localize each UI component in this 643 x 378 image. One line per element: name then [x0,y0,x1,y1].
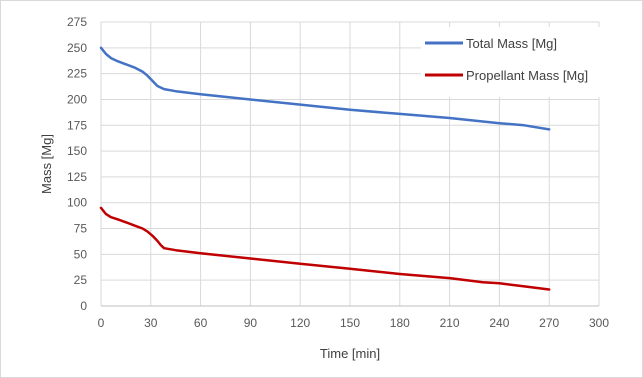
series-line-total-mass [99,46,551,131]
series-line-propellant-mass [99,206,551,291]
x-tick-label: 120 [290,316,310,330]
y-tick-label: 175 [67,118,87,132]
y-tick-label: 25 [74,273,88,287]
y-tick-label: 100 [67,196,87,210]
x-axis-title: Time [min] [320,346,380,361]
legend-label-total-mass: Total Mass [Mg] [466,36,557,51]
x-tick-label: 300 [589,316,609,330]
legend-label-propellant-mass: Propellant Mass [Mg] [466,68,588,83]
x-tick-label: 150 [340,316,360,330]
x-tick-label: 270 [539,316,559,330]
legend-box [421,27,618,97]
x-tick-label: 30 [144,316,158,330]
y-tick-label: 150 [67,144,87,158]
y-tick-label: 75 [74,222,88,236]
y-tick-label: 250 [67,41,87,55]
x-tick-label: 240 [489,316,509,330]
y-tick-label: 275 [67,15,87,29]
y-tick-label: 50 [74,247,88,261]
y-tick-label: 125 [67,170,87,184]
y-tick-label: 225 [67,67,87,81]
y-axis-title: Mass [Mg] [39,134,54,194]
series-layer [99,46,551,291]
axis-layer: 0 25 50 75 100 125 150 175 200 225 250 275 0 30 60 90 12… [67,15,609,330]
x-tick-label: 90 [244,316,258,330]
grid-layer [100,21,600,306]
legend: Total Mass [Mg] Propellant Mass [Mg] [421,27,618,97]
y-tick-label: 0 [80,299,87,313]
y-tick-label: 200 [67,92,87,106]
x-tick-label: 0 [98,316,105,330]
x-tick-label: 180 [390,316,410,330]
x-tick-label: 210 [440,316,460,330]
x-tick-label: 60 [194,316,208,330]
